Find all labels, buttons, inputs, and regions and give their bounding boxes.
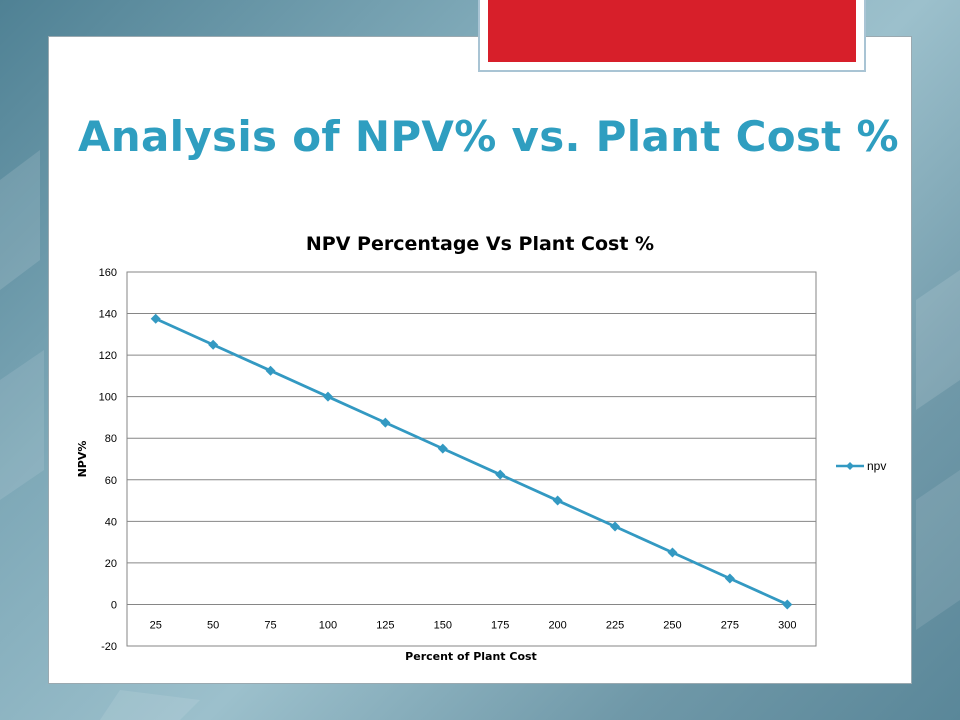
y-tick-label: -20 [101, 641, 117, 653]
x-tick-label: 175 [491, 619, 509, 631]
x-axis-label: Percent of Plant Cost [405, 650, 537, 663]
banner-tab [478, 0, 866, 72]
data-point-marker [265, 365, 276, 376]
y-tick-label: 120 [99, 350, 117, 362]
y-tick-label: 100 [99, 392, 117, 404]
y-tick-label: 140 [99, 309, 117, 321]
y-tick-label: 40 [105, 516, 117, 528]
data-point-marker [208, 339, 219, 350]
legend-label-npv: npv [867, 459, 886, 473]
data-point-marker [380, 417, 391, 428]
data-point-marker [552, 495, 563, 506]
x-tick-label: 125 [376, 619, 394, 631]
y-tick-label: 60 [105, 475, 117, 487]
x-tick-label: 300 [778, 619, 796, 631]
data-point-marker [782, 599, 793, 610]
plot-area [126, 271, 817, 647]
data-point-marker [667, 547, 678, 558]
data-point-marker [322, 391, 333, 402]
data-point-marker [724, 573, 735, 584]
legend-marker [846, 462, 854, 470]
banner-red-block [488, 0, 856, 62]
y-tick-label: 0 [111, 599, 117, 611]
legend: npv [836, 459, 886, 473]
data-point-marker [150, 313, 161, 324]
x-tick-label: 25 [150, 619, 162, 631]
series-line-npv [155, 317, 788, 606]
x-tick-label: 275 [721, 619, 739, 631]
chart-title: NPV Percentage Vs Plant Cost % [306, 233, 654, 255]
data-point-marker [495, 469, 506, 480]
x-tick-label: 75 [264, 619, 276, 631]
slide-title: Analysis of NPV% vs. Plant Cost % [78, 112, 899, 161]
y-tick-label: 20 [105, 558, 117, 570]
x-tick-label: 100 [319, 619, 337, 631]
y-axis-label: NPV% [76, 441, 89, 478]
y-tick-label: 160 [99, 267, 117, 279]
data-point-marker [437, 443, 448, 454]
x-tick-label: 50 [207, 619, 219, 631]
x-tick-label: 200 [548, 619, 566, 631]
y-tick-label: 80 [105, 433, 117, 445]
x-tick-label: 150 [434, 619, 452, 631]
x-tick-label: 250 [663, 619, 681, 631]
data-point-marker [610, 521, 621, 532]
x-tick-label: 225 [606, 619, 624, 631]
